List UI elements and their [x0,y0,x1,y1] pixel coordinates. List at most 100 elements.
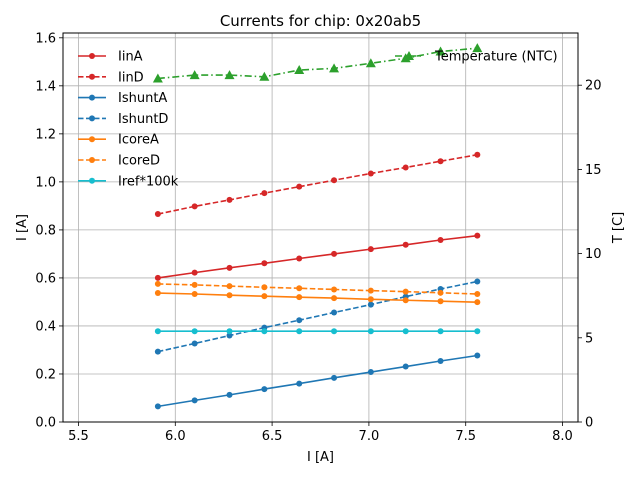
y-axis-left: 0.0 0.2 0.4 0.6 0.8 1.0 1.2 1.4 1.6 [35,31,63,431]
legend-marker [89,53,95,59]
series-line [157,354,478,408]
legend-entry: IshuntD [78,112,168,127]
series-line [157,292,478,303]
legend-label: IcoreA [118,133,159,148]
data-point [367,296,374,303]
legend-label: IinA [118,50,143,65]
series-iina [154,232,481,281]
legend-marker [404,51,414,60]
data-point [437,236,444,243]
data-point [189,70,200,80]
data-point [296,328,303,335]
data-point [261,190,268,197]
data-point [367,287,374,294]
data-point [437,158,444,165]
data-point [261,284,268,291]
y-tick-label: 0.0 [35,416,56,431]
legend-entry: Iref*100k [78,174,179,189]
data-point [296,380,303,387]
legend-label: IcoreD [118,154,160,169]
y-tick-label: 1.2 [35,127,56,142]
y-right-tick-label: 0 [585,416,593,431]
data-point [402,288,409,295]
data-point [437,289,444,296]
data-point [402,241,409,248]
y-tick-label: 0.6 [35,271,56,286]
data-point [154,348,161,355]
data-point [296,294,303,301]
y-right-tick-label: 10 [585,247,602,262]
legend-entry: IcoreD [78,154,160,169]
legend-label: Iref*100k [118,174,179,189]
y-right-tick-label: 15 [585,163,602,178]
x-axis: 5.5 6.0 6.5 7.0 7.5 8.0 [68,422,573,444]
data-point [226,196,233,203]
legend-entry: IshuntA [78,91,167,106]
x-tick-label: 8.0 [552,429,573,444]
data-point [367,328,374,335]
data-point [367,246,374,253]
data-point [191,340,198,347]
data-point [435,46,446,56]
series-line [157,47,478,80]
data-point [331,328,338,335]
chart-title: Currents for chip: 0x20ab5 [220,12,421,30]
y-axis-label: I [A] [15,214,30,241]
data-point [226,332,233,339]
data-point [474,299,481,306]
data-point [474,352,481,359]
legend-right: Temperature (NTC) [395,50,558,65]
legend-label: IshuntD [118,112,168,127]
data-point [402,363,409,370]
legend-entry: IcoreA [78,133,159,148]
data-point [296,255,303,262]
legend-entry: IinD [78,70,144,85]
legend-marker [89,136,95,143]
data-point [331,286,338,293]
data-point [154,328,161,335]
data-point [437,358,444,365]
data-point [261,386,268,393]
data-point [226,264,233,271]
y-tick-label: 1.6 [35,31,56,46]
data-point [296,183,303,190]
legend-marker [89,115,95,122]
data-point [367,301,374,308]
data-point [154,211,161,218]
y-tick-label: 0.2 [35,367,56,382]
data-point [226,292,233,299]
data-point [437,328,444,335]
data-point [331,295,338,302]
legend-label: IshuntA [118,91,167,106]
series-ishunta [154,352,481,410]
data-point [226,391,233,398]
legend-marker [89,94,95,101]
series-iref-100k [154,328,481,335]
x-axis-label: I [A] [307,450,334,465]
series-ishuntd [154,278,481,355]
data-point [191,328,198,335]
y-axis-right: 0 5 10 15 20 [578,79,602,431]
series-icorea [154,290,481,306]
data-point [474,328,481,335]
x-tick-label: 7.0 [359,429,380,444]
data-point [474,151,481,158]
data-point [259,71,270,81]
legend-marker [89,73,95,80]
y-tick-label: 0.4 [35,319,56,334]
y-tick-label: 0.8 [35,223,56,238]
legend-left: IinA IinD IshuntA IshuntD IcoreA IcoreD Iref*1… [78,50,179,189]
y-tick-label: 1.0 [35,175,56,190]
plot-frame [62,32,579,423]
series-line [157,280,478,353]
data-point [474,232,481,239]
data-point [437,298,444,305]
series-icored [154,280,481,298]
data-point [261,260,268,267]
x-tick-label: 6.0 [165,429,186,444]
data-point [191,291,198,298]
series-temperature-ntc- [152,43,483,83]
data-point [191,269,198,276]
